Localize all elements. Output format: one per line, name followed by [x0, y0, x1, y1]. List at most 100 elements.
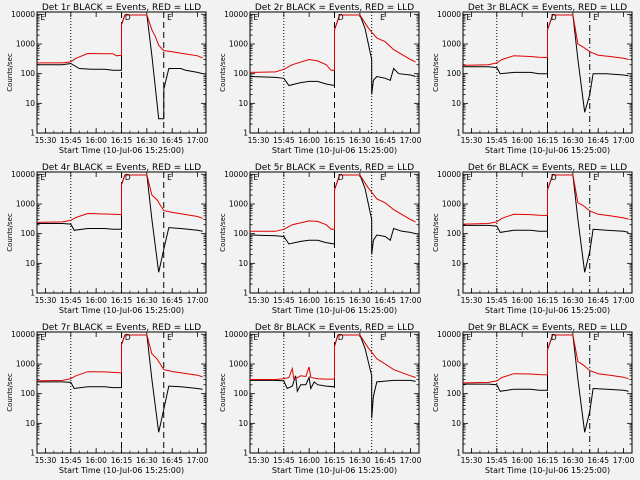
x-tick-label: 16:45	[374, 456, 396, 465]
y-tick-label: 10	[451, 419, 461, 428]
annotation-label: E	[466, 333, 471, 342]
y-tick-label: 1	[30, 289, 35, 298]
detector-panel: Det 3r BLACK = Events, RED = LLD 1 10 100 10…	[432, 3, 635, 155]
x-tick-label: 15:30	[461, 296, 483, 305]
x-tick-label: 17:00	[400, 456, 422, 465]
x-tick-label: 16:45	[587, 136, 609, 145]
panel-title: Det 8r BLACK = Events, RED = LLD	[255, 323, 414, 333]
detector-panel: Det 8r BLACK = Events, RED = LLD 1 10 100 10…	[219, 323, 422, 475]
annotation-label: E	[40, 333, 45, 342]
y-tick-label: 1000	[16, 40, 35, 49]
x-axis-label: Start Time (10-Jul-06 15:25:00)	[272, 146, 397, 155]
lld-series-line	[462, 174, 629, 225]
y-tick-label: 10000	[11, 10, 35, 19]
y-axis-label: Counts/sec	[219, 213, 227, 252]
annotation-label: D	[125, 173, 131, 182]
x-tick-label: 16:45	[161, 456, 183, 465]
y-tick-label: 1	[243, 449, 248, 458]
annotation-label: E	[40, 13, 45, 22]
x-tick-label: 16:45	[587, 296, 609, 305]
panel-title: Det 4r BLACK = Events, RED = LLD	[42, 163, 201, 173]
annotation-label: E	[380, 333, 385, 342]
panel-title: Det 6r BLACK = Events, RED = LLD	[468, 163, 627, 173]
y-axis-label: Counts/sec	[6, 213, 14, 252]
y-tick-label: 10000	[224, 170, 248, 179]
y-tick-label: 100	[21, 229, 36, 238]
x-tick-label: 15:45	[273, 136, 295, 145]
annotation-label: D	[125, 13, 131, 22]
x-tick-label: 16:45	[161, 296, 183, 305]
x-tick-label: 16:30	[349, 456, 371, 465]
panel-title: Det 9r BLACK = Events, RED = LLD	[468, 323, 627, 333]
x-axis-label: Start Time (10-Jul-06 15:25:00)	[485, 466, 610, 475]
x-tick-label: 17:00	[400, 136, 422, 145]
x-tick-label: 15:45	[60, 136, 82, 145]
annotation-label: E	[253, 13, 258, 22]
annotation-label: D	[551, 173, 557, 182]
x-tick-label: 16:30	[349, 136, 371, 145]
y-tick-label: 100	[234, 229, 249, 238]
y-tick-label: 10	[238, 419, 248, 428]
x-axis-label: Start Time (10-Jul-06 15:25:00)	[59, 466, 184, 475]
x-tick-label: 15:45	[486, 456, 508, 465]
detector-panel: Det 9r BLACK = Events, RED = LLD 1 10 100 10…	[432, 323, 635, 475]
annotation-label: E	[167, 13, 172, 22]
y-tick-label: 10000	[224, 10, 248, 19]
x-tick-label: 15:30	[35, 456, 57, 465]
lld-series-line	[36, 334, 203, 382]
events-series-line	[463, 14, 629, 113]
y-tick-label: 10	[451, 99, 461, 108]
annotation-label: D	[551, 333, 557, 342]
x-tick-label: 16:30	[562, 296, 584, 305]
y-tick-label: 100	[234, 69, 249, 78]
lld-series-line	[250, 174, 416, 232]
y-tick-label: 10	[451, 259, 461, 268]
x-tick-label: 17:00	[613, 296, 635, 305]
x-tick-label: 16:00	[85, 136, 107, 145]
y-tick-label: 1	[243, 129, 248, 138]
y-tick-label: 10000	[224, 330, 248, 339]
lld-series-line	[36, 174, 203, 223]
x-axis-label: Start Time (10-Jul-06 15:25:00)	[485, 146, 610, 155]
x-tick-label: 16:45	[374, 296, 396, 305]
detector-panel: Det 1r BLACK = Events, RED = LLD 1 10 100 10…	[6, 3, 209, 155]
panel-grid: Det 1r BLACK = Events, RED = LLD 1 10 100 10…	[6, 3, 635, 475]
annotation-label: D	[338, 333, 344, 342]
events-series-line	[250, 334, 416, 419]
x-tick-label: 15:30	[248, 136, 270, 145]
panel-title: Det 2r BLACK = Events, RED = LLD	[255, 3, 414, 13]
x-tick-label: 16:15	[537, 136, 559, 145]
y-tick-label: 1	[30, 449, 35, 458]
panel-title: Det 5r BLACK = Events, RED = LLD	[255, 163, 414, 173]
x-tick-label: 16:00	[298, 296, 320, 305]
y-tick-label: 100	[234, 389, 249, 398]
x-tick-label: 16:30	[136, 456, 158, 465]
y-tick-label: 100	[447, 229, 462, 238]
annotation-label: D	[551, 13, 557, 22]
panel-title: Det 3r BLACK = Events, RED = LLD	[468, 3, 627, 13]
x-tick-label: 16:30	[562, 136, 584, 145]
x-tick-label: 16:45	[587, 456, 609, 465]
y-axis-label: Counts/sec	[6, 373, 14, 412]
y-tick-label: 1	[456, 129, 461, 138]
y-tick-label: 100	[447, 69, 462, 78]
y-tick-label: 10000	[437, 170, 461, 179]
y-tick-label: 10	[25, 419, 35, 428]
x-axis-label: Start Time (10-Jul-06 15:25:00)	[485, 306, 610, 315]
x-tick-label: 15:45	[486, 296, 508, 305]
x-axis-label: Start Time (10-Jul-06 15:25:00)	[59, 306, 184, 315]
x-tick-label: 17:00	[400, 296, 422, 305]
x-tick-label: 15:30	[248, 296, 270, 305]
y-tick-label: 10	[25, 99, 35, 108]
x-tick-label: 16:15	[537, 456, 559, 465]
lld-series-line	[37, 14, 203, 64]
x-tick-label: 15:30	[461, 136, 483, 145]
y-axis-label: Counts/sec	[432, 213, 440, 252]
y-axis-label: Counts/sec	[432, 373, 440, 412]
x-axis-label: Start Time (10-Jul-06 15:25:00)	[59, 146, 184, 155]
x-tick-label: 17:00	[187, 296, 209, 305]
x-tick-label: 15:45	[273, 456, 295, 465]
y-tick-label: 10000	[437, 10, 461, 19]
x-tick-label: 16:30	[136, 296, 158, 305]
